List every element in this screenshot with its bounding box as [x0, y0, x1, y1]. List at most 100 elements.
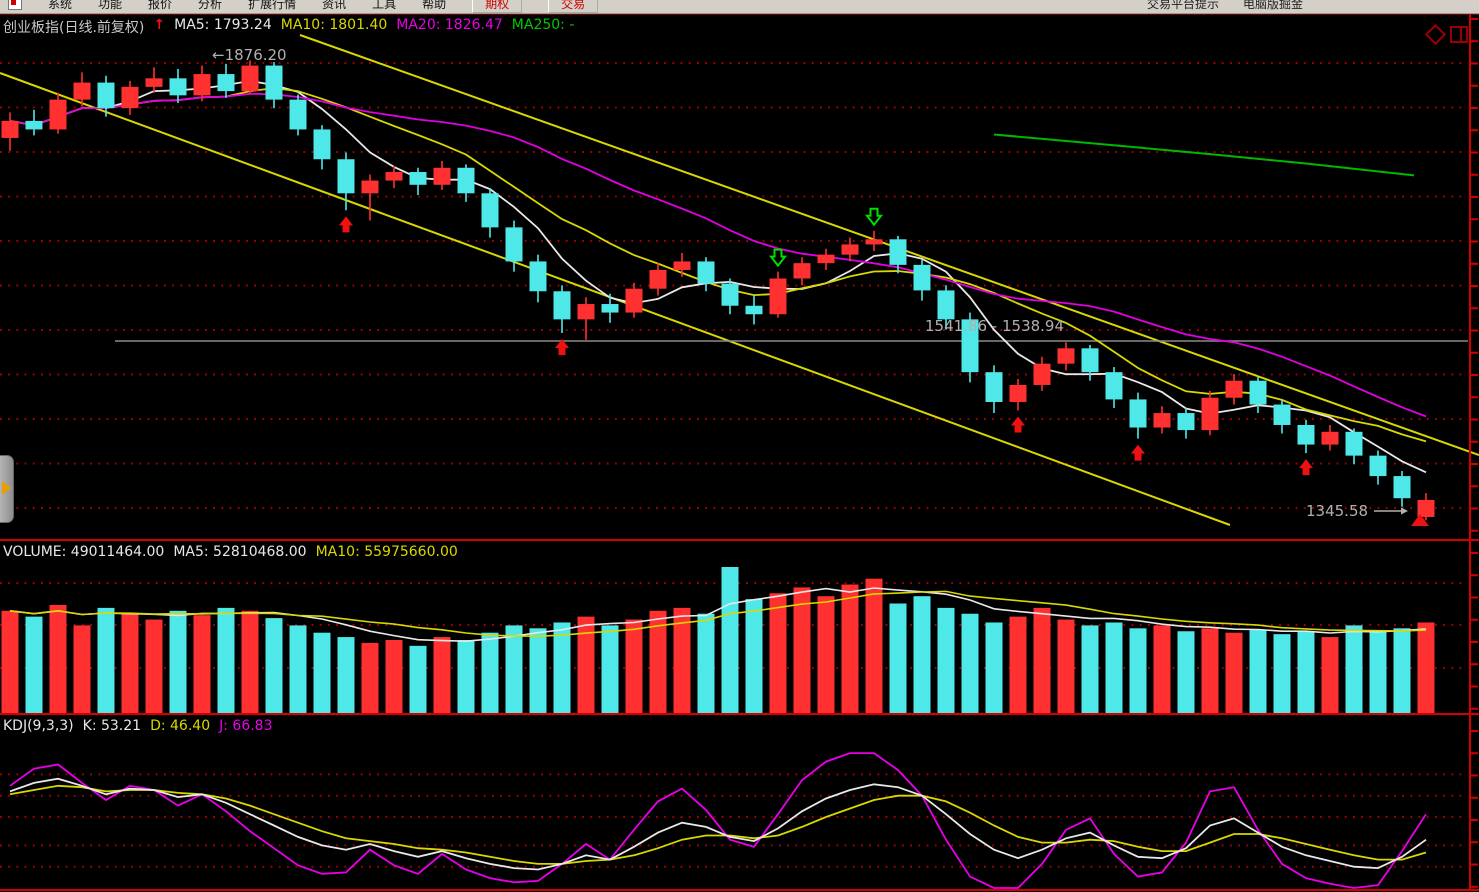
- volume-bar: [1009, 616, 1027, 713]
- menu-item-3[interactable]: 报价: [148, 0, 173, 11]
- candle-body: [1321, 431, 1339, 445]
- kdj-label: KDJ(9,3,3): [3, 718, 74, 734]
- volume-bar: [1153, 625, 1171, 713]
- volume-bar: [1273, 634, 1291, 713]
- volume-bar: [913, 596, 931, 713]
- volume-bar: [49, 604, 67, 713]
- red-up-arrow-marker: [1131, 444, 1145, 461]
- kdj-j-line: [9, 752, 1427, 889]
- volume-bar: [1369, 631, 1387, 713]
- peak-price-annotation: ←1876.20: [212, 46, 287, 64]
- kdj-k-value: K: 53.21: [82, 718, 142, 734]
- candle-body: [1033, 363, 1051, 385]
- candle-body: [1105, 372, 1123, 400]
- candle-body: [673, 261, 691, 270]
- candle-body: [961, 319, 979, 373]
- last-close-arrowhead: [1401, 507, 1408, 515]
- volume-bar: [121, 613, 139, 713]
- menu-button-2[interactable]: 交易: [548, 0, 599, 13]
- main-pane-header: 创业板指(日线.前复权) ↑ MA5: 1793.24 MA10: 1801.4…: [3, 17, 574, 37]
- volume-bar: [337, 637, 355, 713]
- candle-body: [1129, 399, 1147, 428]
- candle-body: [553, 291, 571, 320]
- volume-ma10-value: MA10: 55975660.00: [315, 544, 458, 560]
- menubar-right-link-2[interactable]: 电脑版掘金: [1242, 0, 1303, 11]
- kdj-j-value: J: 66.83: [219, 718, 273, 734]
- chart-title: 创业板指(日线.前复权): [3, 20, 145, 36]
- menubar-right-links: 交易平台提示 电脑版掘金: [1147, 0, 1479, 12]
- volume-bar: [673, 607, 691, 713]
- volume-bar: [1081, 625, 1099, 713]
- candle-body: [457, 167, 475, 194]
- split-window-icon[interactable]: [1450, 26, 1468, 43]
- app-icon[interactable]: [8, 0, 22, 10]
- candle-body: [913, 264, 931, 291]
- candle-body: [601, 304, 619, 313]
- candle-body: [385, 172, 403, 181]
- volume-bar: [1129, 628, 1147, 713]
- candle-body: [1225, 380, 1243, 398]
- menu-item-8[interactable]: 帮助: [422, 0, 447, 11]
- red-up-arrow-marker: [339, 216, 353, 233]
- candle-body: [361, 180, 379, 194]
- candle-body: [769, 278, 787, 315]
- menu-item-6[interactable]: 资讯: [322, 0, 347, 11]
- candle-body: [529, 261, 547, 292]
- menu-item-7[interactable]: 工具: [372, 0, 397, 11]
- sidebar-expand-handle[interactable]: [0, 455, 14, 523]
- kdj-k-line: [9, 777, 1427, 871]
- volume-bar: [817, 596, 835, 713]
- volume-pane-header: VOLUME: 49011464.00 MA5: 52810468.00 MA1…: [3, 544, 458, 560]
- candle-body: [1297, 424, 1315, 445]
- volume-bar: [1057, 619, 1075, 713]
- candle-body: [313, 129, 331, 160]
- volume-bar: [697, 613, 715, 713]
- candle-body: [1153, 413, 1171, 428]
- volume-bar: [601, 625, 619, 713]
- volume-bar: [265, 618, 283, 713]
- menubar-right-link-1[interactable]: 交易平台提示: [1146, 0, 1219, 11]
- candle-body: [505, 227, 523, 262]
- volume-bar: [169, 610, 187, 713]
- candle-body: [217, 74, 235, 92]
- price-ma20-line: [9, 92, 1427, 418]
- volume-bar: [1417, 622, 1435, 713]
- ma10-value: MA10: 1801.40: [280, 17, 388, 33]
- candle-body: [1177, 413, 1195, 431]
- volume-bar: [145, 619, 163, 713]
- menubar-divider: [0, 14, 1479, 15]
- candle-body: [1249, 380, 1267, 405]
- candle-body: [49, 99, 67, 130]
- volume-bar: [529, 628, 547, 713]
- menu-item-5[interactable]: 扩展行情: [248, 0, 297, 11]
- price-ma250-line: [993, 133, 1415, 177]
- volume-bar: [1, 610, 19, 713]
- candle-body: [817, 254, 835, 264]
- ma20-value: MA20: 1826.47: [396, 17, 503, 33]
- candle-body: [73, 82, 91, 100]
- candle-body: [337, 159, 355, 194]
- candle-body: [865, 239, 883, 245]
- kdj-d-value: D: 46.40: [150, 718, 211, 734]
- volume-bar: [1225, 632, 1243, 713]
- volume-bar: [1393, 628, 1411, 713]
- menubar: 系统 功能 报价 分析 扩展行情 资讯 工具 帮助 期权 交易 交易平台提示 电脑版掘金: [0, 0, 1479, 14]
- candle-body: [577, 304, 595, 320]
- menu-item-4[interactable]: 分析: [198, 0, 223, 11]
- volume-bar: [865, 578, 883, 713]
- menu-button-1[interactable]: 期权: [472, 0, 523, 13]
- volume-bar: [553, 622, 571, 713]
- menu-item-2[interactable]: 功能: [98, 0, 123, 11]
- candle-body: [1273, 404, 1291, 425]
- menu-item-1[interactable]: 系统: [48, 0, 73, 11]
- volume-bar: [409, 645, 427, 713]
- volume-bar: [481, 632, 499, 713]
- volume-bar: [241, 610, 259, 713]
- volume-bar: [505, 625, 523, 713]
- red-up-arrow-marker: [1299, 459, 1313, 476]
- volume-bar: [193, 615, 211, 713]
- red-up-arrow-marker: [1011, 416, 1025, 433]
- ma250-value: MA250: -: [511, 17, 575, 33]
